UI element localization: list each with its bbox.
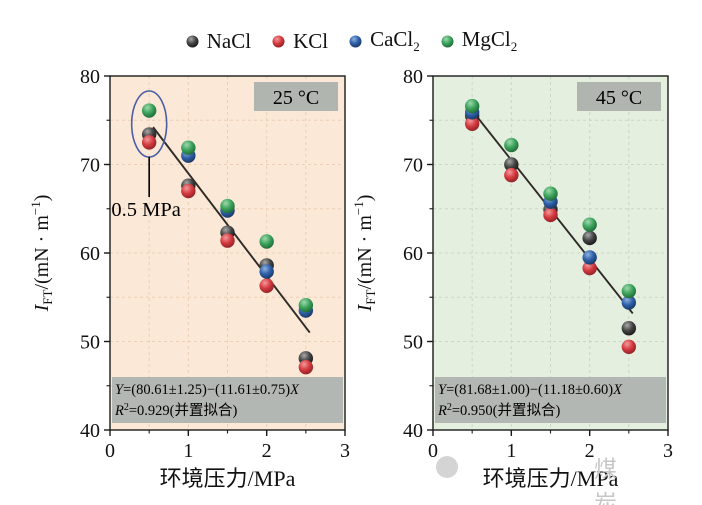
y-tick-label: 70: [80, 155, 100, 177]
legend-label: MgCl2: [461, 26, 518, 55]
y-tick-label: 60: [80, 243, 100, 265]
x-tick-label: 3: [340, 440, 350, 462]
equation-box: [435, 377, 666, 423]
x-axis-label: 环境压力/MPa: [160, 466, 296, 491]
x-tick-label: 2: [262, 440, 272, 462]
point-mgcl2-1: [504, 137, 519, 153]
equation-box: [112, 377, 343, 423]
y-tick-label: 50: [80, 332, 100, 354]
point-cacl2-2.5: [621, 295, 637, 310]
legend-item-kcl: KCl: [271, 29, 328, 54]
plot-25c: 40 50 60 70 80 0 1 2 3 环境压力/MPa IFT/(mN · m−1) 25 °…: [28, 66, 350, 491]
x-tick-label: 1: [506, 440, 516, 462]
temperature-box: [577, 82, 661, 111]
legend-label: KCl: [293, 28, 329, 53]
annotation-label: 0.5 MPa: [111, 199, 180, 221]
point-kcl-2.5: [621, 339, 637, 355]
temperature-box: [254, 82, 338, 111]
point-mgcl2-2: [259, 234, 274, 249]
point-mgcl2-2: [582, 217, 597, 232]
x-tick-label: 1: [183, 440, 193, 462]
x-tick-label: 0: [105, 440, 115, 462]
legend-item-mgcl2: MgCl2: [440, 26, 518, 55]
equation-line2: R2=0.950(并置拟合): [437, 402, 560, 419]
x-tick-label: 0: [428, 440, 438, 462]
point-cacl2-2: [582, 250, 597, 265]
y-tick-label: 40: [80, 420, 100, 442]
x-axis-label: 环境压力/MPa: [483, 466, 619, 491]
mgcl2-marker-icon: [441, 35, 454, 47]
temperature-label: 25 °C: [273, 87, 319, 109]
equation-line2: R2=0.929(并置拟合): [114, 402, 237, 419]
legend-item-cacl2: CaCl2: [348, 27, 420, 55]
y-tick-label: 50: [403, 332, 423, 354]
y-tick-label: 80: [80, 66, 100, 88]
legend-label: CaCl2: [370, 26, 420, 55]
point-mgcl2-0.5: [141, 103, 157, 118]
equation-line1: Y=(80.61±1.25)−(11.61±0.75)X: [115, 382, 300, 398]
point-nacl-2: [582, 230, 597, 246]
point-kcl-2.5: [298, 359, 314, 375]
x-tick-label: 3: [663, 440, 673, 462]
cacl2-marker-icon: [349, 35, 362, 47]
point-mgcl2-0.5: [464, 98, 480, 114]
point-kcl-0.5: [141, 135, 157, 150]
y-axis-label: IFT/(mN · m−1): [351, 195, 378, 313]
y-tick-label: 60: [403, 243, 423, 265]
point-cacl2-2: [259, 264, 274, 279]
y-tick-label: 70: [403, 155, 423, 177]
point-kcl-1: [504, 167, 519, 183]
point-kcl-2: [582, 260, 597, 276]
legend-label: NaCl: [206, 28, 252, 53]
point-kcl-1: [181, 183, 196, 199]
point-nacl-1: [504, 157, 519, 172]
point-mgcl2-1.5: [543, 186, 558, 201]
y-axis-label: IFT/(mN · m−1): [28, 195, 55, 313]
point-nacl-2.5: [621, 321, 637, 336]
equation-line1: Y=(81.68±1.00)−(11.18±0.60)X: [438, 382, 623, 398]
point-kcl-1.5: [220, 233, 235, 248]
point-kcl-1.5: [543, 207, 558, 223]
point-kcl-0.5: [464, 116, 480, 131]
legend: NaCl KCl CaCl2 MgCl2: [0, 24, 702, 58]
kcl-marker-icon: [272, 35, 285, 47]
x-tick-label: 2: [585, 440, 595, 462]
legend-item-nacl: NaCl: [185, 29, 251, 54]
point-mgcl2-1: [181, 140, 196, 155]
point-mgcl2-2.5: [621, 283, 637, 299]
point-mgcl2-1.5: [220, 198, 235, 214]
y-tick-label: 80: [403, 66, 423, 88]
temperature-label: 45 °C: [596, 87, 642, 109]
nacl-marker-icon: [186, 35, 199, 47]
y-tick-label: 40: [403, 420, 423, 442]
point-kcl-2: [259, 278, 274, 293]
plot-45c: 40 50 60 70 80 0 1 2 3 环境压力/MPa IFT/(mN · m−1) 45 °…: [351, 66, 673, 491]
point-mgcl2-2.5: [298, 298, 314, 313]
